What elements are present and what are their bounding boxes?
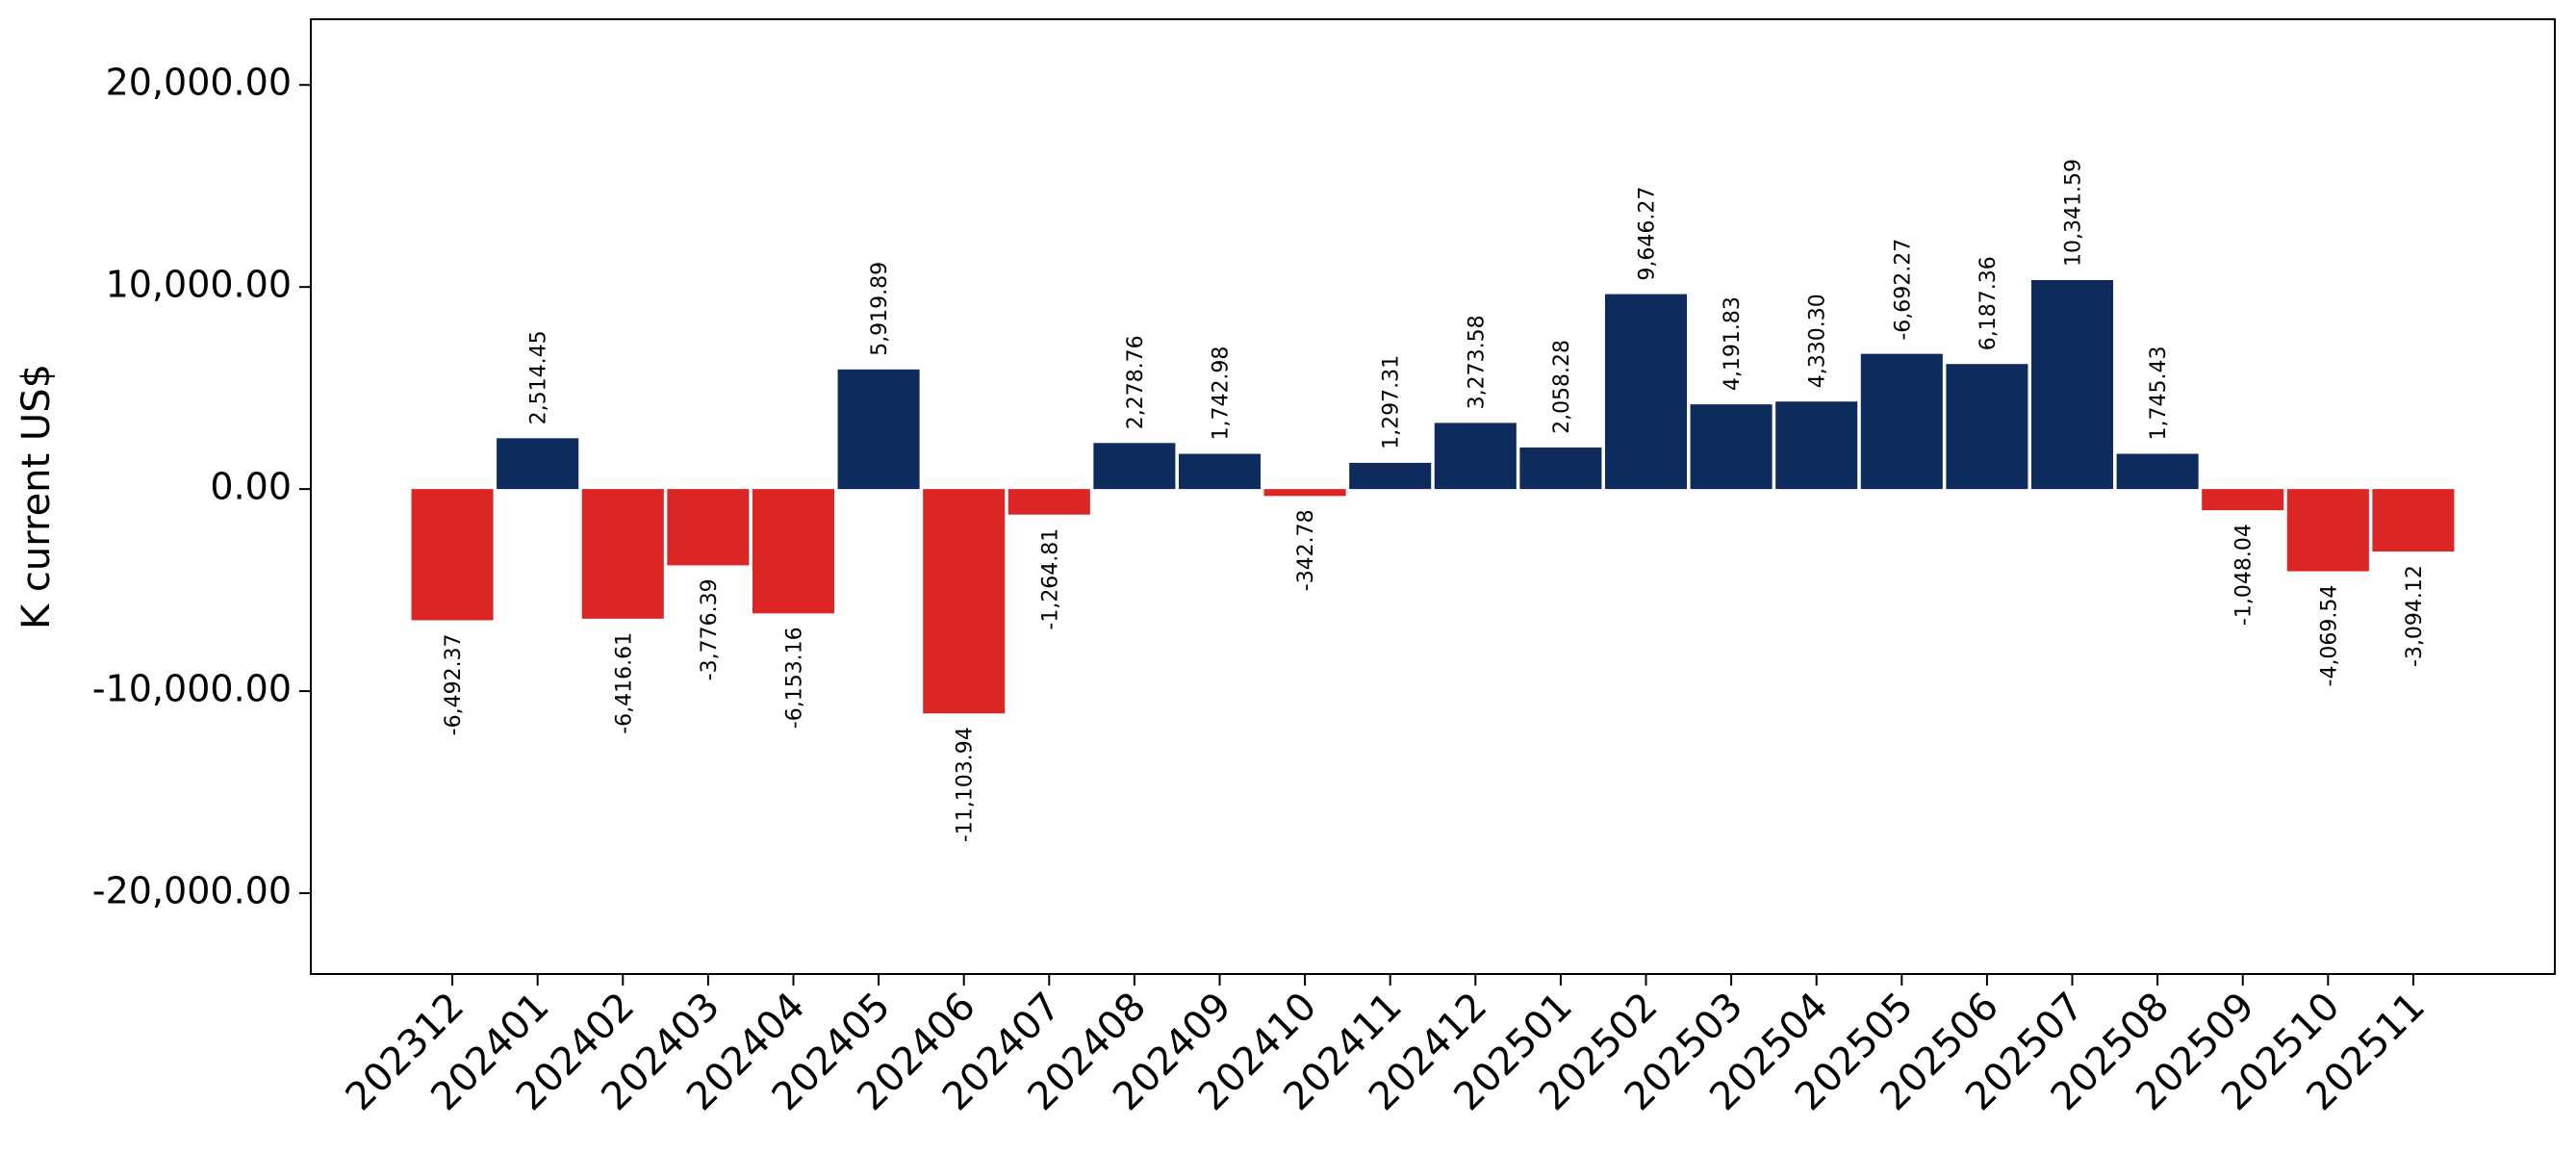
bar (1519, 447, 1602, 490)
bar (2202, 489, 2284, 511)
bar (2286, 489, 2369, 572)
bar (1093, 443, 1176, 490)
y-tick-label: 10,000.00 (106, 264, 292, 306)
bar (752, 489, 835, 614)
bar (1690, 404, 1773, 490)
y-tick-label: 0.00 (210, 466, 292, 508)
y-tick-label: -20,000.00 (92, 870, 292, 912)
value-label: 2,058.28 (1550, 340, 1574, 434)
value-label: 1,745.43 (2147, 346, 2171, 441)
bar (923, 489, 1006, 714)
bar (1946, 364, 2028, 490)
value-label: 9,646.27 (1636, 187, 1660, 281)
value-label: -6,416.61 (612, 632, 636, 734)
value-label: -1,264.81 (1038, 528, 1062, 630)
value-label: 3,273.58 (1465, 315, 1489, 409)
value-label: 4,191.83 (1721, 296, 1745, 391)
plot-frame (310, 18, 2556, 975)
value-label: -6,492.37 (442, 633, 466, 735)
value-label: -6,692.27 (1891, 239, 1915, 341)
bar (2116, 453, 2199, 490)
bar (1604, 294, 1688, 490)
value-label: 1,297.31 (1380, 355, 1404, 449)
value-label: 4,330.30 (1806, 294, 1830, 388)
bar (1349, 462, 1432, 490)
value-label: 1,742.98 (1209, 346, 1233, 441)
bar (1007, 489, 1090, 515)
value-label: -342.78 (1294, 509, 1318, 591)
bar (1178, 453, 1262, 490)
bar (837, 369, 920, 490)
bar (2372, 489, 2455, 552)
value-label: -1,048.04 (2232, 524, 2257, 626)
y-tick-label: -10,000.00 (92, 668, 292, 710)
bar (411, 489, 494, 621)
bar (581, 489, 664, 619)
bar (2030, 280, 2114, 490)
value-label: 6,187.36 (1977, 256, 2001, 350)
value-label: -3,776.39 (698, 578, 722, 680)
bar (497, 438, 579, 490)
bar (667, 489, 750, 566)
value-label: -11,103.94 (954, 727, 978, 842)
value-label: -4,069.54 (2317, 585, 2341, 687)
value-label: 2,278.76 (1124, 335, 1148, 429)
bar (1860, 353, 1943, 490)
value-label: 5,919.89 (868, 262, 892, 356)
bar (1263, 489, 1346, 497)
value-label: 2,514.45 (527, 330, 551, 424)
bar (1434, 423, 1517, 490)
y-axis-label: K current US$ (14, 364, 59, 629)
value-label: -3,094.12 (2403, 565, 2427, 667)
value-label: -6,153.16 (782, 627, 806, 729)
bar (1775, 401, 1858, 490)
value-label: 10,341.59 (2062, 159, 2086, 267)
y-tick-label: 20,000.00 (106, 62, 292, 104)
